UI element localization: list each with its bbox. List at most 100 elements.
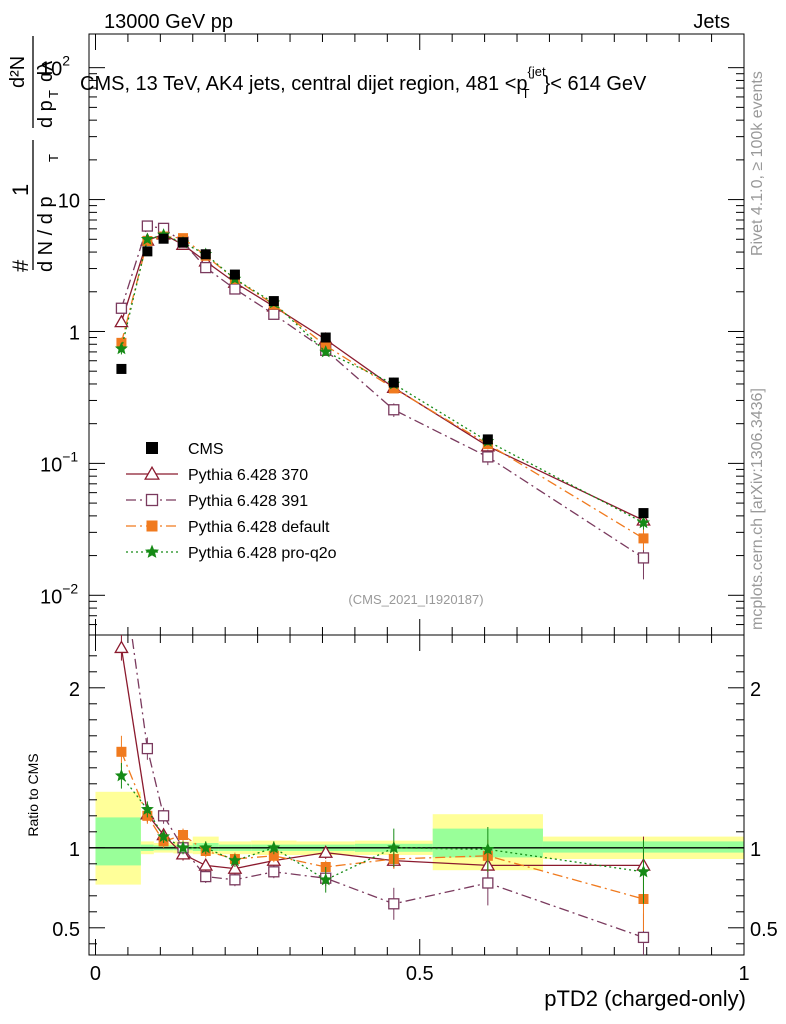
legend-entry-1: Pythia 6.428 370	[126, 465, 308, 484]
ratio-point	[481, 842, 495, 855]
legend-label: CMS	[188, 441, 224, 458]
ratio-point	[387, 841, 401, 854]
x-tick-label: 1	[738, 963, 749, 985]
main-point	[319, 345, 333, 358]
legend-marker	[145, 493, 159, 507]
ylabel-hash: #	[8, 259, 33, 272]
ratio-series-line	[131, 635, 644, 939]
ratio-point	[482, 877, 494, 889]
main-point	[140, 232, 154, 245]
y-tick-base: 10	[40, 59, 62, 81]
analysis-tag: (CMS_2021_I1920187)	[348, 592, 483, 607]
main-point	[115, 302, 128, 314]
ylabel-den-T: T	[46, 154, 61, 162]
ratio-point	[157, 829, 171, 843]
legend-marker	[144, 544, 160, 558]
ratio-axis-ticks	[89, 635, 745, 955]
main-y-axis-label: # 1 d N / d p T d²N d p T dλ	[7, 36, 61, 272]
x-tick-label: 0.5	[406, 963, 434, 985]
ratio-series-line	[120, 751, 644, 900]
main-point	[200, 261, 212, 274]
ratio-point	[141, 742, 154, 755]
legend-entry-0: CMS	[146, 441, 224, 458]
main-point	[482, 451, 494, 463]
main-y-tick-label: 10−1	[40, 448, 78, 476]
y-tick-base: 10	[40, 454, 62, 476]
y-tick-exponent: 2	[62, 53, 70, 69]
ratio-point	[229, 874, 241, 886]
title-pre: CMS, 13 TeV, AK4 jets, central dijet reg…	[80, 73, 528, 95]
ylabel-dlambda: dλ	[35, 61, 57, 82]
ratio-point	[319, 873, 333, 886]
main-point	[229, 269, 240, 280]
ratio-point	[198, 857, 214, 871]
ratio-y-tick-label-right: 1	[750, 839, 761, 861]
main-point	[178, 237, 189, 248]
ratio-series-layer	[114, 635, 651, 955]
ratio-y-tick-label-left: 0.5	[52, 919, 80, 941]
mcplots-label: mcplots.cern.ch [arXiv:1306.3436]	[749, 388, 766, 630]
ratio-y-axis-label: Ratio to CMS	[25, 753, 41, 836]
ratio-point	[268, 866, 280, 878]
main-point	[229, 283, 241, 295]
ratio-point	[140, 802, 154, 815]
main-point	[388, 377, 399, 388]
y-tick-base: 1	[69, 322, 80, 344]
legend-marker	[146, 442, 158, 454]
main-point	[268, 308, 280, 320]
main-y-tick-label: 10−2	[40, 580, 78, 608]
legend-marker	[144, 465, 160, 480]
legend-label: Pythia 6.428 370	[188, 467, 308, 484]
main-y-tick-label: 1	[69, 322, 80, 344]
ratio-point	[228, 853, 242, 867]
plot-title: CMS, 13 TeV, AK4 jets, central dijet reg…	[80, 64, 647, 101]
ratio-point	[268, 850, 279, 861]
ratio-y-tick-label-left: 1	[69, 839, 80, 861]
legend-label: Pythia 6.428 default	[188, 519, 330, 536]
ratio-point	[318, 845, 334, 858]
ratio-point	[200, 870, 212, 883]
legend-label: Pythia 6.428 391	[188, 493, 308, 510]
ratio-y-tick-label-left: 2	[69, 679, 80, 701]
main-y-tick-label: 10	[58, 191, 80, 213]
main-point	[320, 332, 331, 343]
main-axis-ticks	[89, 34, 745, 636]
main-point	[388, 404, 400, 416]
ylabel-one: 1	[8, 184, 33, 196]
main-point	[637, 552, 650, 564]
title-sub: T	[522, 86, 530, 101]
main-series-0	[116, 233, 649, 519]
main-point	[141, 220, 154, 232]
ratio-point	[176, 841, 190, 854]
y-tick-exponent: −1	[62, 448, 78, 464]
ratio-point	[114, 769, 128, 782]
header-left: 13000 GeV pp	[104, 11, 233, 33]
ratio-plot-frame	[88, 634, 745, 956]
ratio-series-3	[114, 763, 650, 904]
ratio-series-line	[120, 647, 644, 870]
header-right: Jets	[693, 11, 730, 33]
ylabel-den2-T: T	[46, 90, 61, 98]
title-post: }< 614 GeV	[544, 73, 648, 95]
ratio-point	[637, 931, 650, 944]
main-point	[482, 434, 493, 445]
main-point	[268, 296, 279, 307]
main-point	[142, 246, 153, 257]
x-tick-label: 0	[90, 963, 101, 985]
title-sup: {jet	[528, 64, 546, 79]
ratio-point	[637, 865, 650, 878]
x-axis-label: pTD2 (charged-only)	[544, 986, 746, 1011]
ratio-point	[116, 746, 127, 757]
ratio-point	[178, 830, 189, 840]
ratio-series-2	[116, 735, 649, 931]
main-point	[158, 233, 169, 244]
main-point	[638, 533, 649, 544]
main-y-tick-label: 102	[40, 53, 70, 81]
ratio-tick-labels: 0.5 0.51 12 20 0.5 1	[52, 679, 778, 985]
main-point	[200, 249, 211, 260]
legend-entry-4: Pythia 6.428 pro-q2o	[126, 544, 337, 562]
main-point	[116, 363, 127, 374]
y-tick-base: 10	[58, 191, 80, 213]
ylabel-den: d N / d p	[35, 196, 57, 272]
